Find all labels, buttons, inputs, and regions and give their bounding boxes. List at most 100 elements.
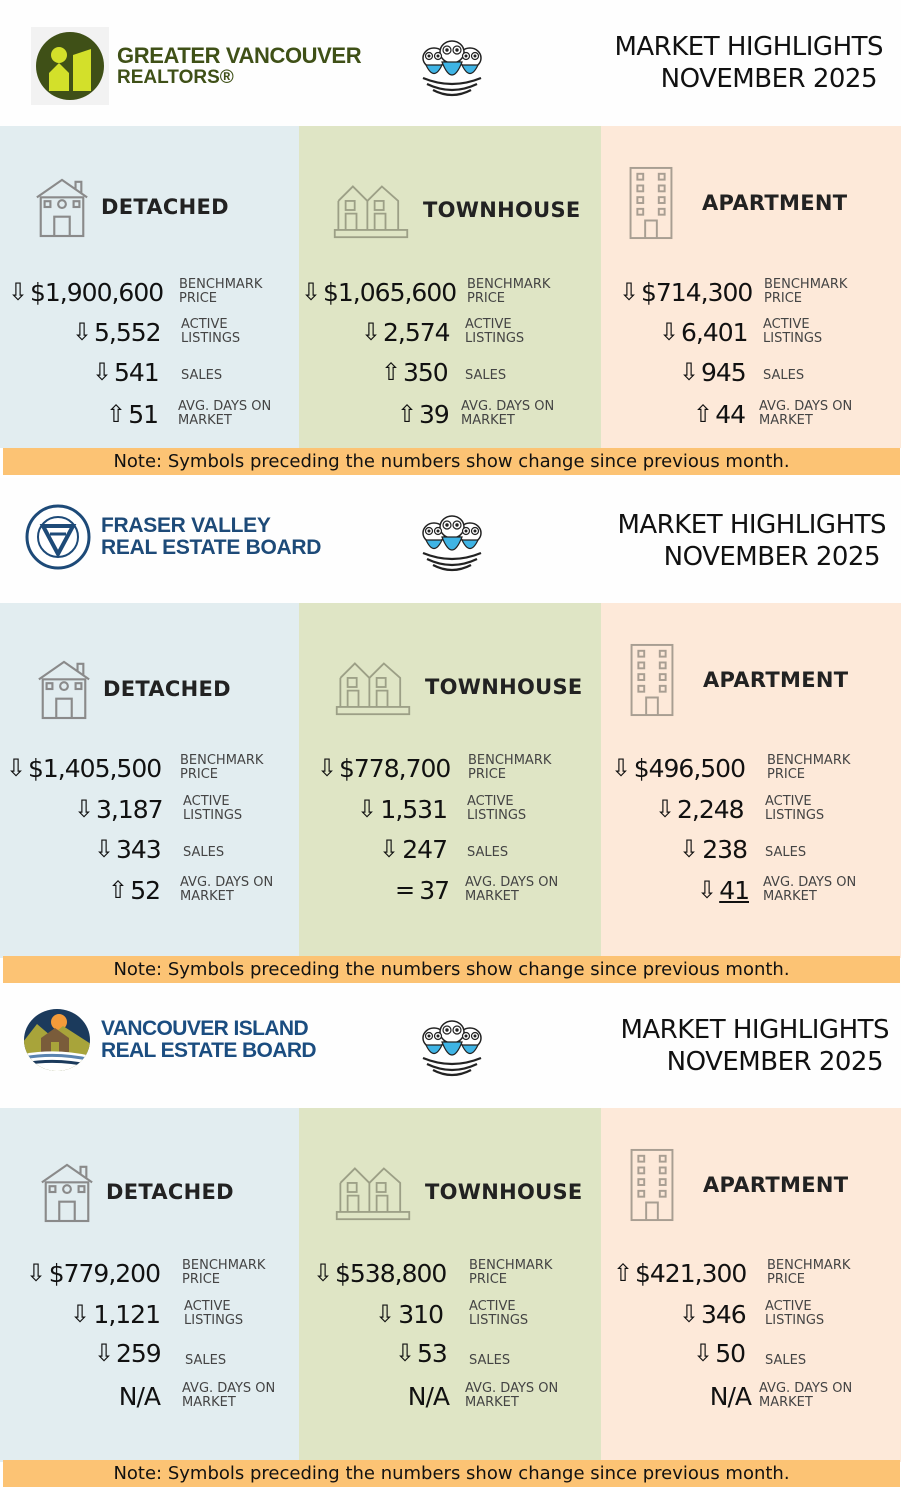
gvr-logo-mark-icon (31, 27, 109, 105)
benchmark-price-label: BENCHMARK PRICE (764, 277, 848, 306)
arrow-down-icon: ⇩ (360, 318, 382, 346)
arrow-down-icon: ⇩ (374, 1300, 396, 1328)
benchmark-price-value: $496,500 (633, 753, 746, 783)
arrow-up-icon: ⇧ (692, 400, 714, 428)
stat-active-listings: ⇩ 1,531 ACTIVE LISTINGS (355, 789, 599, 829)
stat-active-listings: ⇩ 310 ACTIVE LISTINGS (373, 1294, 599, 1334)
sales-value: 945 (701, 357, 747, 387)
active-listings-value: 2,248 (677, 794, 745, 824)
benchmark-price-value: $779,200 (48, 1258, 161, 1288)
board-header: FRASER VALLEY REAL ESTATE BOARD MARKET H… (0, 478, 901, 603)
property-panels: DETACHED ⇩ $779,200 BENCHMARK PRICE ⇩ 1,1… (0, 1108, 901, 1462)
detached-heading: DETACHED (38, 1161, 234, 1223)
townhouse-heading: TOWNHOUSE (329, 181, 581, 239)
benchmark-price-label: BENCHMARK PRICE (182, 1258, 266, 1287)
sales-value: 541 (114, 357, 160, 387)
stat-active-listings: ⇩ 2,574 ACTIVE LISTINGS (359, 312, 599, 352)
title-line-1: MARKET HIGHLIGHTS (620, 1015, 889, 1045)
arrow-up-icon: ⇧ (107, 876, 129, 904)
stat-sales: ⇩ 247 SALES (377, 829, 599, 869)
avg-days-value: 39 (419, 399, 450, 429)
detached-heading: DETACHED (35, 658, 231, 720)
panel-townhouse: TOWNHOUSE ⇩ $1,065,600 BENCHMARK PRICE ⇩ … (299, 126, 601, 448)
market-highlights-title: MARKET HIGHLIGHTS NOVEMBER 2025 (617, 509, 886, 573)
board-vancouver-island: VANCOUVER ISLAND REAL ESTATE BOARD MARKE… (0, 983, 901, 1487)
stat-benchmark-price: ⇩ $538,800 BENCHMARK PRICE (311, 1253, 599, 1293)
detached-label: DETACHED (106, 1180, 234, 1204)
active-listings-value: 1,121 (93, 1299, 161, 1329)
sales-value: 238 (702, 834, 748, 864)
arrow-up-icon: ⇧ (105, 400, 127, 428)
avg-days-value: 51 (128, 399, 159, 429)
equal-icon: = (394, 876, 416, 904)
sales-label: SALES (465, 368, 507, 383)
arrow-down-icon: ⇩ (654, 795, 676, 823)
benchmark-price-label: BENCHMARK PRICE (767, 1258, 851, 1287)
gvr-logo: GREATER VANCOUVER REALTORS® (31, 27, 381, 105)
arrow-up-icon: ⇧ (612, 1259, 634, 1287)
apartment-building-icon (629, 643, 675, 717)
title-line-1: MARKET HIGHLIGHTS (617, 510, 886, 540)
benchmark-price-label: BENCHMARK PRICE (468, 753, 552, 782)
townhouse-icon (331, 1163, 415, 1221)
board-greater-vancouver: GREATER VANCOUVER REALTORS® MARKET HIGHL… (0, 0, 901, 478)
arrow-down-icon: ⇩ (7, 278, 29, 306)
stat-benchmark-price: ⇩ $714,300 BENCHMARK PRICE (617, 272, 901, 312)
stat-sales: ⇩ 53 SALES (393, 1333, 599, 1373)
stat-sales: ⇩ 259 SALES (92, 1333, 292, 1373)
board-header: GREATER VANCOUVER REALTORS® MARKET HIGHL… (0, 0, 901, 126)
market-highlights-title: MARKET HIGHLIGHTS NOVEMBER 2025 (614, 31, 883, 95)
apartment-heading: APARTMENT (628, 166, 847, 240)
avg-days-value: 44 (715, 399, 746, 429)
benchmark-price-value: $1,405,500 (28, 753, 162, 783)
panel-detached: DETACHED ⇩ $1,405,500 BENCHMARK PRICE ⇩ 3… (0, 603, 299, 958)
arrow-down-icon: ⇩ (91, 358, 113, 386)
arrow-down-icon: ⇩ (73, 795, 95, 823)
avg-days-value: 52 (130, 875, 161, 905)
arrow-down-icon: ⇩ (678, 835, 700, 863)
benchmark-price-value: $1,065,600 (323, 277, 457, 307)
house-icon (35, 658, 93, 720)
title-line-2: NOVEMBER 2025 (663, 542, 881, 572)
vireb-name-line-1: VANCOUVER ISLAND (101, 1016, 309, 1040)
arrow-down-icon: ⇩ (93, 1339, 115, 1367)
stat-active-listings: ⇩ 346 ACTIVE LISTINGS (677, 1294, 901, 1334)
avg-days-label: AVG. DAYS ON MARKET (465, 875, 559, 904)
sales-label: SALES (467, 845, 509, 860)
stat-sales: ⇩ 50 SALES (691, 1333, 901, 1373)
gvr-logo-text: GREATER VANCOUVER REALTORS® (117, 44, 362, 88)
owl-nest-logo-icon (417, 1018, 487, 1080)
active-listings-value: 3,187 (96, 794, 164, 824)
stat-sales: ⇩ 945 SALES (677, 352, 901, 392)
active-listings-label: ACTIVE LISTINGS (765, 1299, 825, 1328)
house-icon (38, 1161, 96, 1223)
vireb-logo: VANCOUVER ISLAND REAL ESTATE BOARD (23, 1008, 317, 1072)
active-listings-label: ACTIVE LISTINGS (763, 317, 823, 346)
arrow-down-icon: ⇩ (25, 1259, 47, 1287)
gvr-name-line-2: REALTORS® (117, 66, 234, 88)
sales-value: 343 (116, 834, 162, 864)
sales-value: 53 (417, 1338, 448, 1368)
panel-detached: DETACHED ⇩ $1,900,600 BENCHMARK PRICE ⇩ 5… (0, 126, 299, 448)
active-listings-value: 1,531 (380, 794, 448, 824)
townhouse-icon (331, 658, 415, 716)
avg-days-label: AVG. DAYS ON MARKET (180, 875, 274, 904)
avg-days-label: AVG. DAYS ON MARKET (461, 399, 555, 428)
stat-benchmark-price: ⇩ $778,700 BENCHMARK PRICE (315, 748, 599, 788)
arrow-down-icon: ⇩ (316, 754, 338, 782)
arrow-up-icon: ⇧ (396, 400, 418, 428)
active-listings-label: ACTIVE LISTINGS (467, 794, 527, 823)
benchmark-price-value: $778,700 (339, 753, 451, 783)
stat-avg-days: ⇧ 51 AVG. DAYS ON MARKET (104, 394, 294, 434)
board-fraser-valley: FRASER VALLEY REAL ESTATE BOARD MARKET H… (0, 478, 901, 983)
stat-benchmark-price: ⇩ $1,900,600 BENCHMARK PRICE (6, 272, 296, 312)
arrow-down-icon: ⇩ (394, 1339, 416, 1367)
stat-sales: ⇧ 350 SALES (379, 352, 599, 392)
house-icon (33, 176, 91, 238)
active-listings-label: ACTIVE LISTINGS (765, 794, 825, 823)
townhouse-label: TOWNHOUSE (425, 675, 583, 699)
avg-days-label: AVG. DAYS ON MARKET (759, 399, 853, 428)
stat-active-listings: ⇩ 3,187 ACTIVE LISTINGS (72, 789, 292, 829)
stat-avg-days: N/A AVG. DAYS ON MARKET (106, 1376, 296, 1416)
apartment-building-icon (628, 166, 674, 240)
